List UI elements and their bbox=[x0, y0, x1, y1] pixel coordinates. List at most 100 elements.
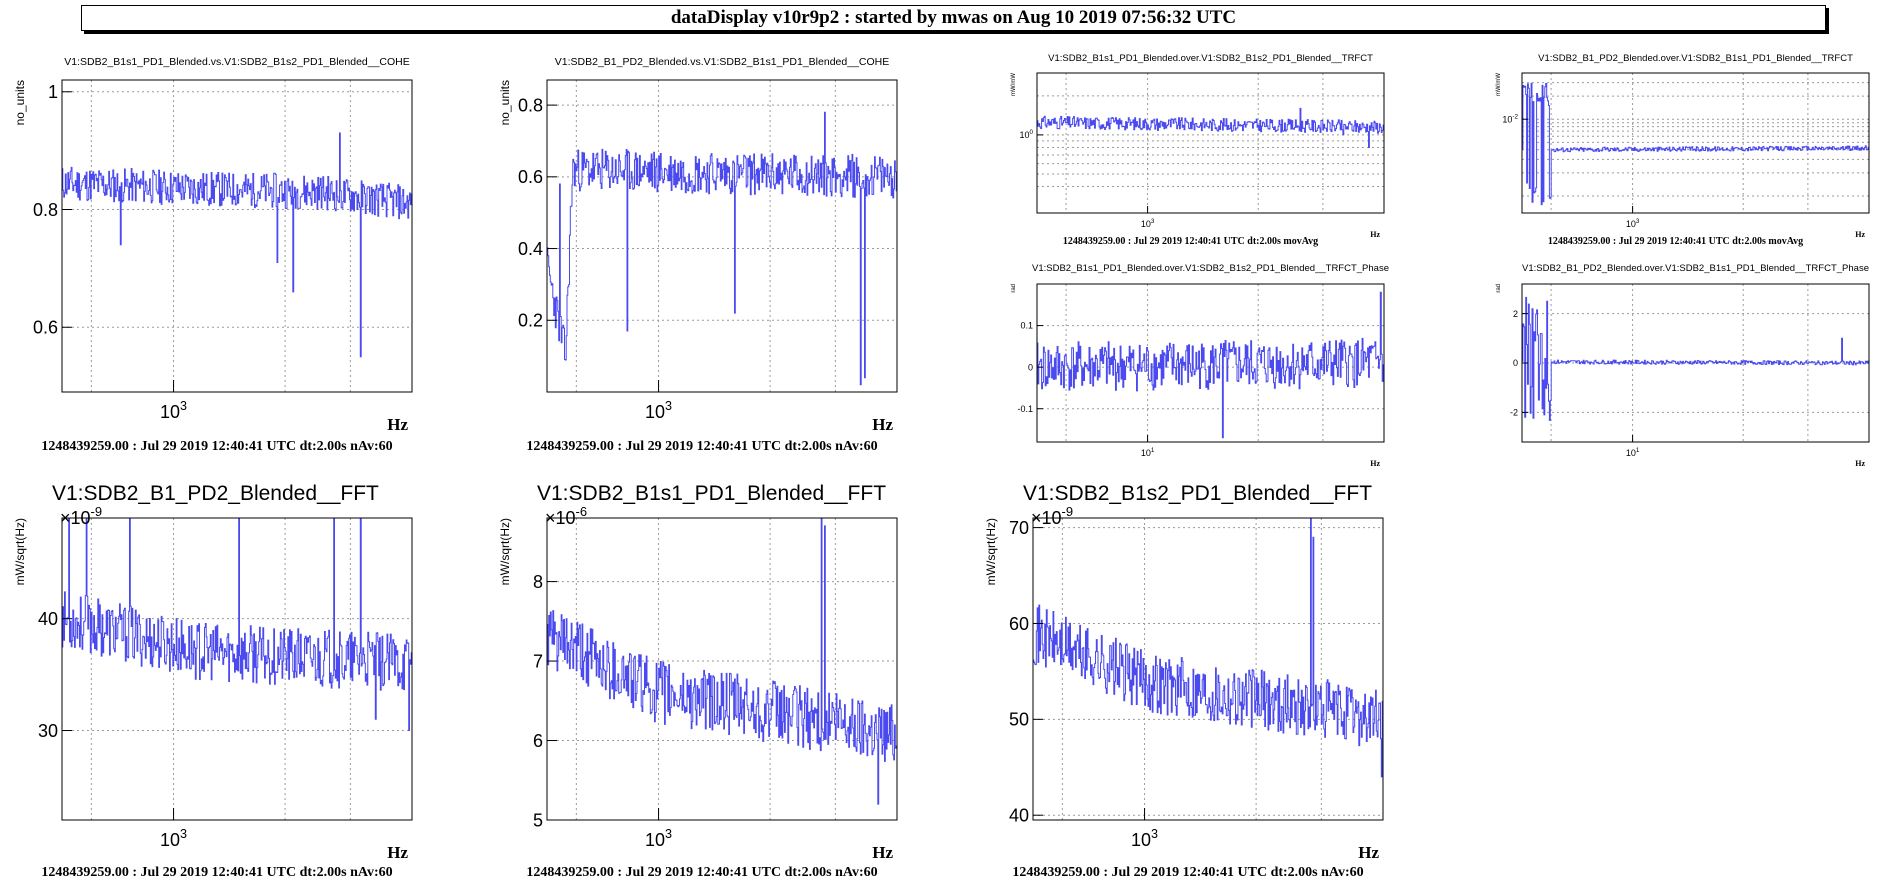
y-tick-label: 7 bbox=[533, 651, 543, 671]
chart-title: V1:SDB2_B1s2_PD1_Blended__FFT bbox=[1023, 482, 1372, 505]
y-tick-label: 0.8 bbox=[33, 200, 58, 220]
x-tick-label: 103 bbox=[1626, 218, 1640, 229]
chart-footer: 1248439259.00 : Jul 29 2019 12:40:41 UTC… bbox=[526, 865, 877, 880]
plot-frame bbox=[61, 79, 413, 393]
x-axis-label: Hz bbox=[1358, 843, 1379, 862]
x-axis-label: Hz bbox=[872, 843, 893, 862]
series-trace bbox=[1522, 296, 1870, 421]
series-trace bbox=[1033, 517, 1384, 778]
series-trace bbox=[1037, 291, 1385, 439]
y-tick-label: 0.8 bbox=[518, 95, 543, 115]
y-tick-label: -2 bbox=[1510, 408, 1518, 418]
chart-title: V1:SDB2_B1_PD2_Blended.over.V1:SDB2_B1s1… bbox=[1522, 263, 1869, 274]
grid-lines bbox=[1522, 284, 1869, 442]
series-trace bbox=[62, 517, 413, 731]
chart-title: V1:SDB2_B1s1_PD1_Blended.vs.V1:SDB2_B1s2… bbox=[64, 56, 410, 68]
y-tick-label: 2 bbox=[1513, 309, 1518, 319]
chart-title: V1:SDB2_B1_PD2_Blended.vs.V1:SDB2_B1s1_P… bbox=[555, 56, 889, 68]
x-tick-label: 103 bbox=[160, 399, 187, 422]
y-axis-label: mW/sqrt(Hz) bbox=[498, 518, 512, 585]
chart-title: V1:SDB2_B1_PD2_Blended.over.V1:SDB2_B1s1… bbox=[1538, 53, 1853, 64]
plot-frame bbox=[1032, 517, 1384, 821]
series-trace bbox=[547, 517, 898, 805]
chart-fft1: V1:SDB2_B1_PD2_Blended__FFT 30 40 103 Hz mW/s… bbox=[13, 482, 413, 880]
series-trace bbox=[1522, 82, 1870, 206]
y-tick-label: 0.6 bbox=[518, 167, 543, 187]
y-tick-label: 8 bbox=[533, 572, 543, 592]
y-tick-label: 30 bbox=[38, 721, 58, 741]
grid-lines bbox=[1033, 518, 1383, 820]
plot-frame bbox=[61, 517, 413, 821]
chart-phase2: V1:SDB2_B1_PD2_Blended.over.V1:SDB2_B1s1… bbox=[1496, 263, 1870, 468]
grid-lines bbox=[547, 80, 897, 392]
y-multiplier: ×10-6 bbox=[545, 504, 587, 528]
chart-title: V1:SDB2_B1s1_PD1_Blended.over.V1:SDB2_B1… bbox=[1048, 53, 1373, 64]
y-tick-label: 10-2 bbox=[1502, 113, 1518, 124]
y-tick-label: 40 bbox=[1009, 806, 1029, 826]
chart-phase1: V1:SDB2_B1s1_PD1_Blended.over.V1:SDB2_B1… bbox=[1011, 263, 1389, 468]
x-axis-label: Hz bbox=[387, 843, 408, 862]
x-axis-label: Hz bbox=[1855, 230, 1865, 239]
y-tick-label: 0.1 bbox=[1020, 321, 1033, 331]
chart-footer: 1248439259.00 : Jul 29 2019 12:40:41 UTC… bbox=[41, 439, 392, 454]
x-tick-label: 101 bbox=[1626, 447, 1640, 458]
chart-footer: 1248439259.00 : Jul 29 2019 12:40:41 UTC… bbox=[526, 439, 877, 454]
y-tick-label: 5 bbox=[533, 810, 543, 830]
display-banner: dataDisplay v10r9p2 : started by mwas on… bbox=[81, 5, 1826, 31]
y-tick-label: 0 bbox=[1028, 362, 1033, 372]
y-tick-label: 6 bbox=[533, 731, 543, 751]
x-axis-label: Hz bbox=[872, 415, 893, 434]
plot-frame bbox=[1036, 283, 1385, 443]
chart-trfct2: V1:SDB2_B1_PD2_Blended.over.V1:SDB2_B1s1… bbox=[1496, 53, 1870, 247]
y-tick-label: 0 bbox=[1513, 358, 1518, 368]
y-tick-label: 40 bbox=[38, 609, 58, 629]
y-multiplier: ×10-9 bbox=[1031, 504, 1073, 528]
chart-footer: 1248439259.00 : Jul 29 2019 12:40:41 UTC… bbox=[1012, 865, 1363, 880]
x-tick-label: 103 bbox=[1131, 827, 1158, 850]
y-tick-label: 50 bbox=[1009, 710, 1029, 730]
chart-footer: 1248439259.00 : Jul 29 2019 12:40:41 UTC… bbox=[1063, 236, 1318, 247]
y-tick-label: 0.2 bbox=[518, 311, 543, 331]
y-tick-label: 100 bbox=[1019, 129, 1033, 140]
chart-cohe1: V1:SDB2_B1s1_PD1_Blended.vs.V1:SDB2_B1s2… bbox=[13, 56, 413, 454]
y-axis-label: rad bbox=[1011, 284, 1017, 293]
chart-footer: 1248439259.00 : Jul 29 2019 12:40:41 UTC… bbox=[1548, 236, 1803, 247]
x-tick-label: 103 bbox=[1141, 218, 1155, 229]
grid-lines bbox=[1037, 284, 1384, 442]
grid-lines bbox=[1037, 72, 1384, 213]
y-axis-label: mW/sqrt(Hz) bbox=[13, 518, 27, 585]
y-axis-label: no_units bbox=[498, 80, 512, 125]
x-tick-label: 103 bbox=[645, 399, 672, 422]
chart-fft2: V1:SDB2_B1s1_PD1_Blended__FFT 5 6 7 8 103 Hz mW… bbox=[498, 482, 898, 880]
grid-lines bbox=[1522, 73, 1869, 213]
chart-cohe2: V1:SDB2_B1_PD2_Blended.vs.V1:SDB2_B1s1_P… bbox=[498, 56, 898, 454]
chart-footer: 1248439259.00 : Jul 29 2019 12:40:41 UTC… bbox=[41, 865, 392, 880]
y-axis-label: mW/mW bbox=[1496, 73, 1502, 96]
series-trace bbox=[1037, 107, 1385, 148]
x-axis-label: Hz bbox=[1370, 230, 1380, 239]
y-axis-label: rad bbox=[1496, 284, 1502, 293]
series-trace bbox=[62, 132, 413, 358]
y-tick-label: 0.4 bbox=[518, 239, 543, 259]
y-axis-label: mW/mW bbox=[1011, 73, 1017, 96]
y-axis-label: no_units bbox=[13, 80, 27, 125]
chart-title: V1:SDB2_B1_PD2_Blended__FFT bbox=[52, 482, 379, 505]
y-tick-label: 60 bbox=[1009, 614, 1029, 634]
x-axis-label: Hz bbox=[387, 415, 408, 434]
x-axis-label: Hz bbox=[1370, 459, 1380, 468]
y-axis-label: mW/sqrt(Hz) bbox=[984, 518, 998, 585]
chart-trfct1: V1:SDB2_B1s1_PD1_Blended.over.V1:SDB2_B1… bbox=[1011, 53, 1385, 247]
y-tick-label: 0.6 bbox=[33, 318, 58, 338]
x-tick-label: 103 bbox=[160, 827, 187, 850]
chart-fft3: V1:SDB2_B1s2_PD1_Blended__FFT 40 50 60 70 103… bbox=[984, 482, 1384, 880]
plot-frame bbox=[1036, 72, 1385, 214]
plot-frame bbox=[546, 517, 898, 821]
y-tick-label: 1 bbox=[48, 82, 58, 102]
chart-title: V1:SDB2_B1s1_PD1_Blended__FFT bbox=[537, 482, 886, 505]
plot-frame bbox=[1521, 72, 1870, 214]
x-tick-label: 101 bbox=[1141, 447, 1155, 458]
y-tick-label: 70 bbox=[1009, 518, 1029, 538]
y-multiplier: ×10-9 bbox=[60, 504, 102, 528]
plot-frame bbox=[546, 79, 898, 393]
